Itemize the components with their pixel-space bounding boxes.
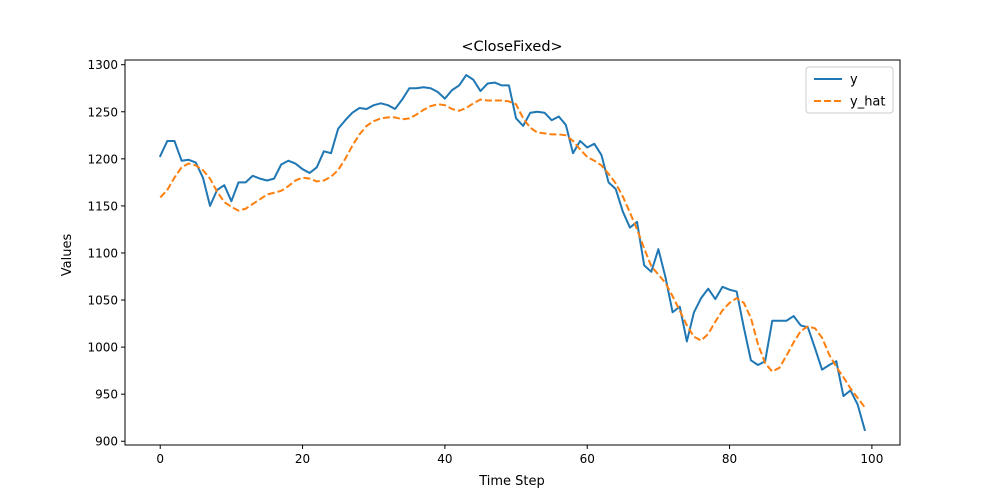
legend: y y_hat bbox=[805, 66, 894, 114]
y-tick-label: 1300 bbox=[87, 58, 118, 72]
legend-label-y: y bbox=[850, 73, 858, 88]
y-tick-label: 1250 bbox=[87, 105, 118, 119]
x-tick-label: 60 bbox=[580, 452, 595, 466]
y-tick-label: 1150 bbox=[87, 199, 118, 213]
y-tick-label: 900 bbox=[95, 435, 118, 449]
x-tick-label: 20 bbox=[295, 452, 310, 466]
axes: 0 20 40 60 80 100 900 950 1000 1050 1100 1150 1200 12… bbox=[87, 58, 901, 466]
series-line-y bbox=[158, 74, 867, 432]
x-axis-label: Time Step bbox=[478, 474, 545, 489]
x-tick-label: 100 bbox=[860, 452, 883, 466]
y-tick-label: 1100 bbox=[87, 246, 118, 260]
x-tick-label: 80 bbox=[722, 452, 737, 466]
y-tick-label: 1050 bbox=[87, 294, 118, 308]
y-axis-label: Values bbox=[60, 234, 75, 277]
series-line-y_hat bbox=[159, 98, 866, 408]
x-tick-label: 0 bbox=[156, 452, 164, 466]
x-tick-label: 40 bbox=[437, 452, 452, 466]
chart-title: <CloseFixed> bbox=[461, 39, 562, 55]
plot-area bbox=[158, 74, 867, 432]
y-tick-label: 1000 bbox=[87, 341, 118, 355]
y-tick-label: 950 bbox=[95, 388, 118, 402]
legend-label-y_hat: y_hat bbox=[850, 95, 886, 110]
y-tick-label: 1200 bbox=[87, 152, 118, 166]
